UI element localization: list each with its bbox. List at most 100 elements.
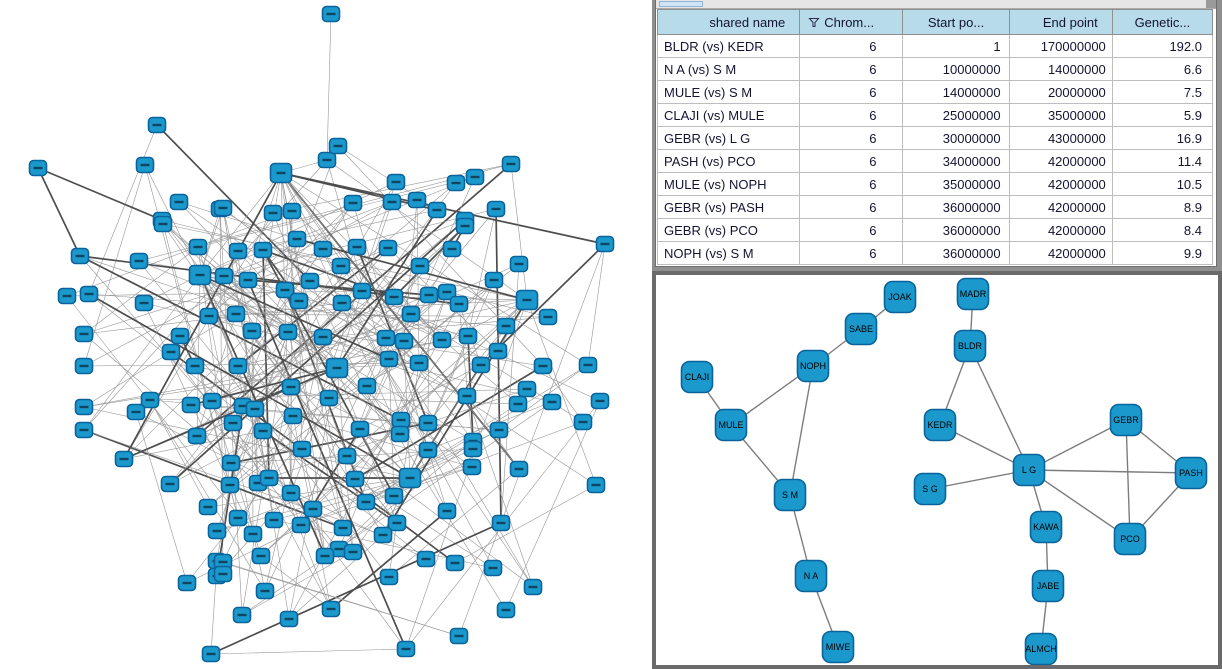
table-cell[interactable]: 7.5: [1111, 80, 1214, 104]
table-cell[interactable]: 11.4: [1111, 149, 1214, 173]
table-cell[interactable]: 9.9: [1111, 241, 1214, 265]
table-cell[interactable]: 42000000: [1008, 149, 1113, 173]
overview-network-canvas[interactable]: JOAK MADR SABE BLDR NOPH CLAJI KEDR GEBR MULE L G…: [656, 275, 1218, 665]
table-cell[interactable]: 43000000: [1008, 126, 1113, 150]
table-cell[interactable]: 6: [799, 34, 904, 58]
network-node[interactable]: [953, 329, 987, 363]
network-node[interactable]: [844, 312, 878, 346]
table-cell[interactable]: 6: [799, 103, 904, 127]
network-node[interactable]: [821, 630, 855, 664]
table-row[interactable]: MULE (vs) NOPH 6 35000000 42000000 10.5: [656, 172, 1214, 196]
table-cell[interactable]: 6.6: [1111, 57, 1214, 81]
scrollbar-thumb[interactable]: [659, 1, 703, 7]
table-row[interactable]: CLAJI (vs) MULE 6 25000000 35000000 5.9: [656, 103, 1214, 127]
table-cell[interactable]: N A (vs) S M: [656, 57, 801, 81]
table-cell[interactable]: 6: [799, 149, 904, 173]
network-node[interactable]: [794, 559, 828, 593]
node-label: [442, 290, 452, 294]
node-label: [258, 248, 268, 252]
table-row[interactable]: PASH (vs) PCO 6 34000000 42000000 11.4: [656, 149, 1214, 173]
table-cell[interactable]: BLDR (vs) KEDR: [656, 34, 801, 58]
table-cell[interactable]: 6: [799, 195, 904, 219]
table-cell[interactable]: 42000000: [1008, 195, 1113, 219]
table-cell[interactable]: GEBR (vs) L G: [656, 126, 801, 150]
network-edge[interactable]: [1028, 469, 1131, 540]
table-cell[interactable]: 6: [799, 80, 904, 104]
network-edge[interactable]: [1125, 419, 1131, 540]
table-row[interactable]: BLDR (vs) KEDR 6 1 170000000 192.0: [656, 34, 1214, 58]
table-cell[interactable]: 6: [799, 57, 904, 81]
table-cell[interactable]: GEBR (vs) PASH: [656, 195, 801, 219]
table-cell[interactable]: 6: [799, 126, 904, 150]
column-header-2[interactable]: Start po...: [902, 9, 1010, 35]
node-label: N A: [804, 571, 819, 581]
table-cell[interactable]: 14000000: [1008, 57, 1113, 81]
table-cell[interactable]: MULE (vs) S M: [656, 80, 801, 104]
table-cell[interactable]: 10000000: [902, 57, 1010, 81]
table-cell[interactable]: 35000000: [1008, 103, 1113, 127]
table-cell[interactable]: CLAJI (vs) MULE: [656, 103, 801, 127]
table-cell[interactable]: 42000000: [1008, 218, 1113, 242]
table-cell[interactable]: 35000000: [902, 172, 1010, 196]
node-label: [186, 403, 196, 407]
column-header-3[interactable]: End point: [1008, 9, 1113, 35]
table-cell[interactable]: 30000000: [902, 126, 1010, 150]
filter-funnel-icon[interactable]: [808, 17, 820, 28]
network-node[interactable]: [956, 277, 990, 311]
table-cell[interactable]: 10.5: [1111, 172, 1214, 196]
network-node[interactable]: [1029, 510, 1063, 544]
table-row[interactable]: GEBR (vs) L G 6 30000000 43000000 16.9: [656, 126, 1214, 150]
table-row[interactable]: NOPH (vs) S M 6 36000000 42000000 9.9: [656, 241, 1214, 265]
table-row[interactable]: GEBR (vs) PCO 6 36000000 42000000 8.4: [656, 218, 1214, 242]
column-header-1[interactable]: Chrom...: [799, 9, 904, 35]
table-cell[interactable]: 42000000: [1008, 172, 1113, 196]
network-node[interactable]: [1113, 522, 1147, 556]
network-node[interactable]: [923, 408, 957, 442]
network-node[interactable]: [1024, 632, 1058, 665]
network-node[interactable]: [796, 349, 830, 383]
network-node[interactable]: [1109, 403, 1143, 437]
main-network-canvas[interactable]: [0, 0, 652, 669]
network-edge[interactable]: [1028, 469, 1192, 474]
network-edge[interactable]: [789, 365, 814, 496]
network-node[interactable]: [913, 472, 947, 506]
table-cell[interactable]: 42000000: [1008, 241, 1113, 265]
table-cell[interactable]: 6: [799, 172, 904, 196]
column-header-4[interactable]: Genetic...: [1111, 9, 1214, 35]
table-row[interactable]: N A (vs) S M 6 10000000 14000000 6.6: [656, 57, 1214, 81]
table-cell[interactable]: 1: [902, 34, 1010, 58]
table-cell[interactable]: NOPH (vs) S M: [656, 241, 801, 265]
network-node[interactable]: [1174, 456, 1208, 490]
network-edge[interactable]: [929, 469, 1030, 490]
table-cell[interactable]: 16.9: [1111, 126, 1214, 150]
network-node[interactable]: [714, 408, 748, 442]
network-node[interactable]: [1012, 453, 1046, 487]
table-cell[interactable]: 14000000: [902, 80, 1010, 104]
table-cell[interactable]: PASH (vs) PCO: [656, 149, 801, 173]
table-cell[interactable]: 170000000: [1008, 34, 1113, 58]
table-cell[interactable]: 192.0: [1111, 34, 1214, 58]
table-cell[interactable]: 6: [799, 218, 904, 242]
table-cell[interactable]: GEBR (vs) PCO: [656, 218, 801, 242]
table-cell[interactable]: 36000000: [902, 195, 1010, 219]
table-cell[interactable]: MULE (vs) NOPH: [656, 172, 801, 196]
network-node[interactable]: [680, 360, 714, 394]
table-row[interactable]: MULE (vs) S M 6 14000000 20000000 7.5: [656, 80, 1214, 104]
column-header-0[interactable]: shared name: [656, 9, 801, 35]
network-edge[interactable]: [969, 345, 1030, 471]
table-cell[interactable]: 34000000: [902, 149, 1010, 173]
table-cell[interactable]: 8.9: [1111, 195, 1214, 219]
table-cell[interactable]: 36000000: [902, 241, 1010, 265]
table-cell[interactable]: 6: [799, 241, 904, 265]
network-node[interactable]: [883, 280, 917, 314]
table-cell[interactable]: 36000000: [902, 218, 1010, 242]
table-cell[interactable]: 25000000: [902, 103, 1010, 127]
network-node[interactable]: [773, 478, 807, 512]
table-row[interactable]: GEBR (vs) PASH 6 36000000 42000000 8.9: [656, 195, 1214, 219]
node-label: [357, 289, 367, 293]
network-node[interactable]: [1031, 569, 1065, 603]
table-cell[interactable]: 20000000: [1008, 80, 1113, 104]
table-horizontal-scrollbar[interactable]: [656, 0, 1216, 9]
table-cell[interactable]: 8.4: [1111, 218, 1214, 242]
table-cell[interactable]: 5.9: [1111, 103, 1214, 127]
